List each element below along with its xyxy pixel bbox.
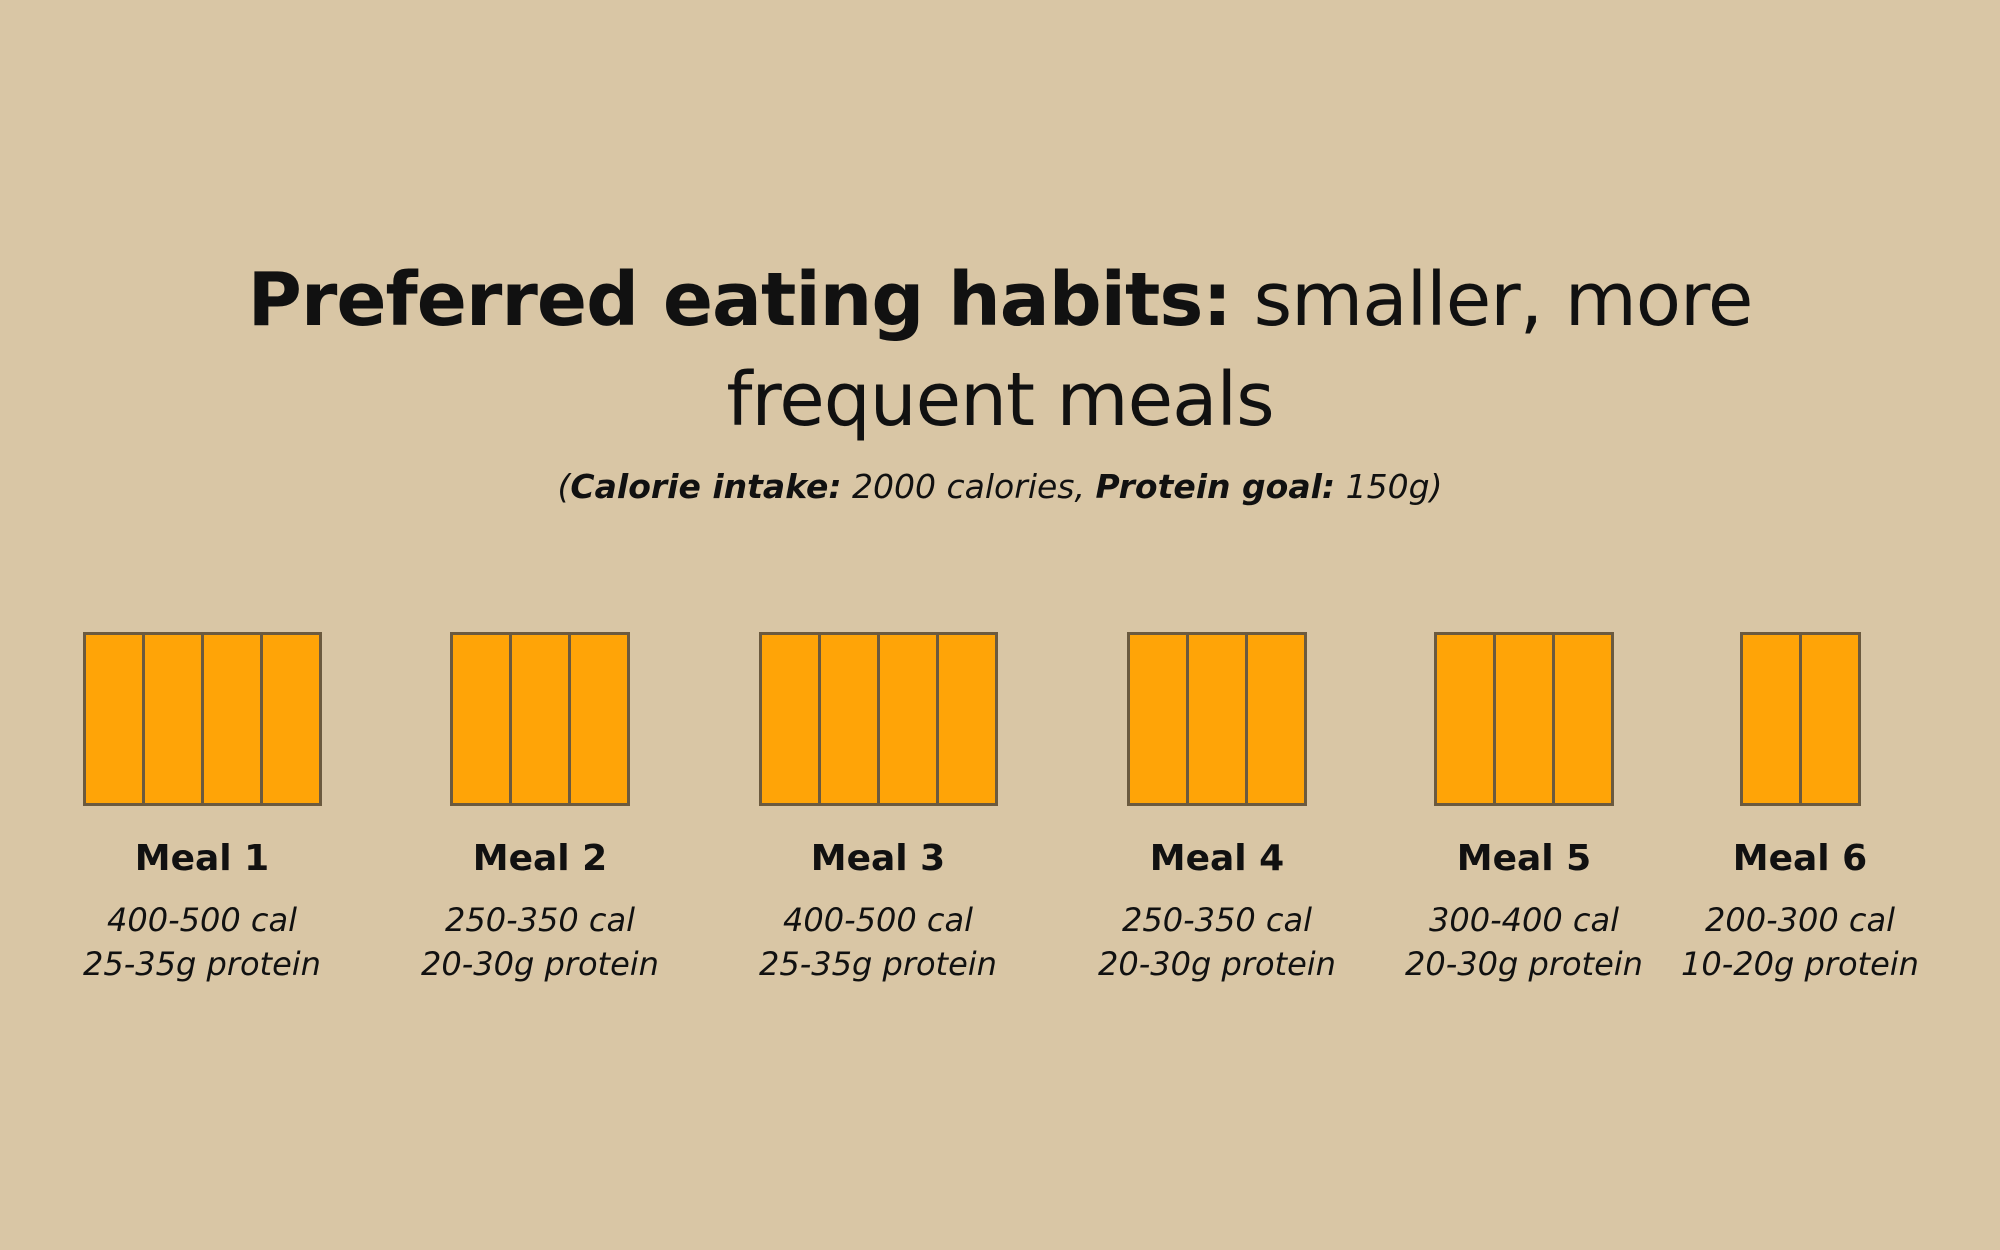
subtitle: (Calorie intake: 2000 calories, Protein … (0, 462, 2000, 512)
calorie-value: 2000 calories, (841, 467, 1096, 506)
meal-portion-bars (1630, 632, 1970, 810)
portion-bar (1798, 632, 1861, 806)
meal-portion-bars (708, 632, 1048, 810)
portion-bar (568, 632, 630, 806)
meal-card-5: Meal 5 300-400 cal 20-30g protein (1354, 632, 1694, 986)
portion-bar (509, 632, 571, 806)
meal-name: Meal 4 (1149, 838, 1285, 879)
portion-bar (200, 632, 263, 806)
meal-protein: 20-30g protein (421, 945, 659, 983)
portion-bar (1493, 632, 1555, 806)
subtitle-open-paren: ( (557, 467, 571, 506)
meal-protein: 20-30g protein (1405, 945, 1643, 983)
meal-calories: 400-500 cal (107, 901, 297, 939)
title-bold: Preferred eating habits: (247, 257, 1232, 343)
meal-portion-bars (1354, 632, 1694, 810)
meal-card-3: Meal 3 400-500 cal 25-35g protein (708, 632, 1048, 986)
title-line-1: Preferred eating habits: smaller, more (0, 250, 2000, 350)
subtitle-close-paren: ) (1429, 467, 1443, 506)
page-title: Preferred eating habits: smaller, more f… (0, 250, 2000, 450)
calorie-colon: : (828, 467, 842, 506)
portion-bar (758, 632, 821, 806)
meal-protein: 25-35g protein (83, 945, 321, 983)
meal-calories: 400-500 cal (783, 901, 973, 939)
meal-card-2: Meal 2 250-350 cal 20-30g protein (370, 632, 710, 986)
portion-bar (817, 632, 880, 806)
portion-bar (876, 632, 939, 806)
meal-portion-bars (370, 632, 710, 810)
portion-bar (935, 632, 998, 806)
portion-bar (1186, 632, 1248, 806)
meal-protein: 20-30g protein (1098, 945, 1336, 983)
meal-card-1: Meal 1 400-500 cal 25-35g protein (32, 632, 372, 986)
meal-calories: 250-350 cal (1122, 901, 1312, 939)
title-line1-rest: smaller, more (1231, 257, 1754, 343)
meal-calories: 300-400 cal (1429, 901, 1619, 939)
portion-bar (259, 632, 322, 806)
meal-card-4: Meal 4 250-350 cal 20-30g protein (1047, 632, 1387, 986)
portion-bar (1245, 632, 1307, 806)
portion-bar (82, 632, 145, 806)
title-line-2: frequent meals (726, 357, 1274, 443)
protein-label: Protein goal (1095, 467, 1322, 506)
meal-card-6: Meal 6 200-300 cal 10-20g protein (1630, 632, 1970, 986)
meal-portion-bars (32, 632, 372, 810)
meal-calories: 250-350 cal (445, 901, 635, 939)
portion-bar (1552, 632, 1614, 806)
portion-bar (1434, 632, 1496, 806)
portion-bar (141, 632, 204, 806)
meal-protein: 25-35g protein (759, 945, 997, 983)
meal-name: Meal 1 (134, 838, 270, 879)
protein-value: 150g (1335, 467, 1430, 506)
protein-colon: : (1321, 467, 1336, 506)
meal-portion-bars (1047, 632, 1387, 810)
meal-calories: 200-300 cal (1705, 901, 1895, 939)
meal-name: Meal 6 (1732, 838, 1868, 879)
meal-protein: 10-20g protein (1681, 945, 1919, 983)
meal-name: Meal 5 (1456, 838, 1592, 879)
portion-bar (450, 632, 512, 806)
calorie-label: Calorie intake (570, 467, 829, 506)
portion-bar (1127, 632, 1189, 806)
portion-bar (1739, 632, 1802, 806)
meal-name: Meal 2 (472, 838, 608, 879)
meal-name: Meal 3 (810, 838, 946, 879)
